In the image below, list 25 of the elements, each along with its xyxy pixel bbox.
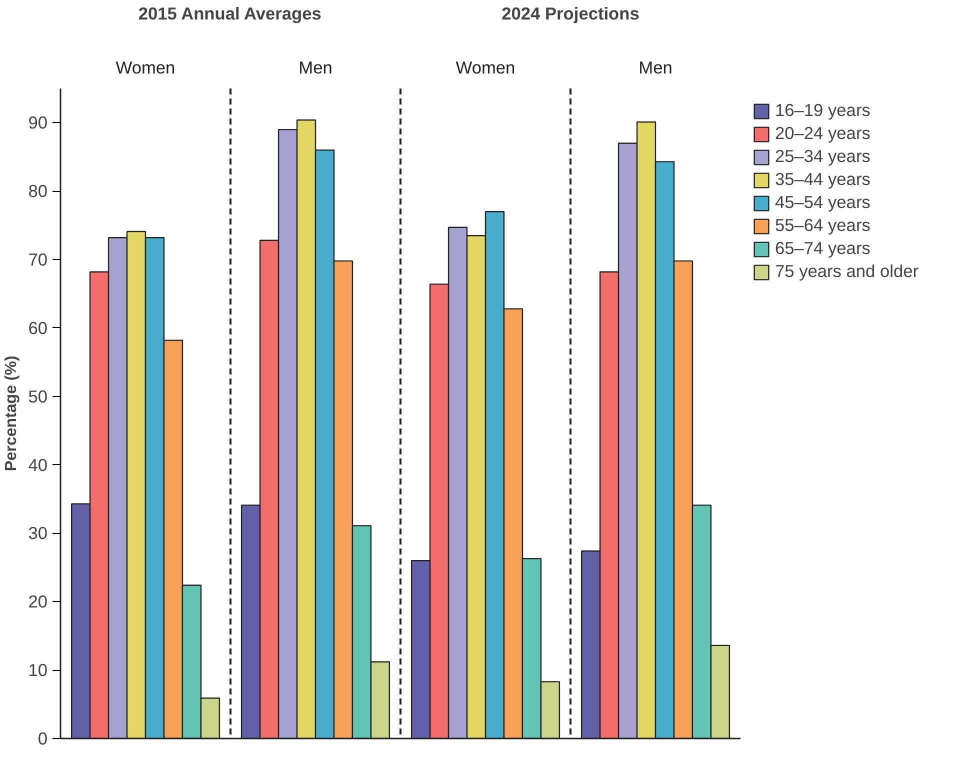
legend-label: 35–44 years [775, 169, 870, 190]
y-tick-label: 50 [28, 386, 48, 406]
y-tick-label: 70 [28, 250, 48, 270]
legend-label: 75 years and older [775, 261, 919, 282]
legend-label: 55–64 years [775, 215, 870, 236]
y-tick-label: 30 [28, 523, 48, 544]
legend-label: 65–74 years [775, 238, 870, 259]
x-tick-label: Women [116, 58, 176, 78]
y-tick-label: 20 [28, 592, 48, 612]
x-tick-label: Men [638, 58, 672, 78]
y-tick-label: 60 [28, 318, 48, 338]
legend-label: 16–19 years [775, 100, 870, 121]
y-tick-label: 90 [28, 112, 48, 133]
y-tick-label: 40 [28, 454, 48, 475]
y-axis-title: Percentage (%) [3, 356, 20, 472]
text: 2024 Projections [502, 4, 640, 24]
y-tick-label: 0 [38, 728, 48, 748]
y-tick-label: 10 [28, 660, 48, 680]
text: 2015 Annual Averages [138, 4, 322, 24]
legend-label: 20–24 years [775, 123, 870, 144]
x-tick-label: Men [298, 58, 332, 78]
y-tick-label: 80 [28, 181, 48, 202]
x-tick-label: Women [456, 58, 516, 78]
legend-label: 25–34 years [775, 146, 870, 167]
legend-label: 45–54 years [775, 192, 870, 213]
